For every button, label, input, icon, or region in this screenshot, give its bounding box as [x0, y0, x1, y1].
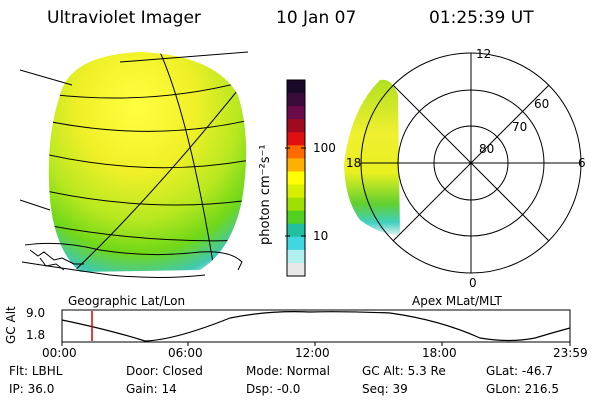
- status-ip: IP: 36.0: [9, 382, 55, 396]
- colorbar-segment: [287, 197, 305, 212]
- colorbar-segment: [287, 262, 305, 277]
- earth-disk: [48, 52, 247, 272]
- status-gain: Gain: 14: [126, 382, 177, 396]
- status-mode: Mode: Normal: [246, 364, 330, 378]
- colorbar-segment: [287, 210, 305, 225]
- altitude-plot-frame: [61, 309, 571, 343]
- lat-label-80: 80: [479, 142, 495, 156]
- colorbar-tick-100: 100: [313, 141, 336, 155]
- colorbar-tick-10: 10: [313, 229, 329, 243]
- colorbar-segment: [287, 184, 305, 199]
- mlt-label-18: 18: [346, 156, 362, 170]
- coast-line: [39, 257, 65, 271]
- altitude-xtick: 23:59: [553, 346, 588, 360]
- altitude-curve: [61, 311, 571, 342]
- status-glon: GLon: 216.5: [486, 382, 559, 396]
- geo-image-panel: [19, 51, 249, 278]
- colorbar-segment: [287, 249, 305, 264]
- status-seq: Seq: 39: [362, 382, 408, 396]
- colorbar-segment: [287, 171, 305, 186]
- polar-panel-label: Apex MLat/MLT: [412, 294, 502, 308]
- altitude-ytick-1_8: 1.8: [26, 328, 46, 342]
- status-gc-alt: GC Alt: 5.3 Re: [362, 364, 446, 378]
- lat-line: [48, 147, 247, 169]
- altitude-xtick: 18:00: [422, 346, 457, 360]
- status-glat: GLat: -46.7: [486, 364, 553, 378]
- lat-line: [48, 184, 247, 206]
- colorbar-segment: [287, 132, 305, 146]
- date-label: 10 Jan 07: [276, 8, 357, 28]
- colorbar-segment: [287, 93, 305, 107]
- colorbar-segment: [287, 119, 305, 133]
- time-label: 01:25:39 UT: [429, 8, 534, 28]
- colorbar-segment: [287, 145, 305, 159]
- lon-line: [19, 199, 51, 211]
- lon-line: [69, 74, 247, 272]
- colorbar-segment: [287, 106, 305, 120]
- altitude-ytick-9: 9.0: [26, 306, 46, 320]
- status-door: Door: Closed: [126, 364, 203, 378]
- mlt-spoke: [392, 84, 550, 242]
- altitude-ylabel: GC Alt: [4, 306, 18, 344]
- altitude-xtick: 06:00: [168, 346, 203, 360]
- geo-panel-label: Geographic Lat/Lon: [68, 294, 186, 308]
- altitude-xtick: 00:00: [42, 346, 77, 360]
- lat-label-60: 60: [534, 97, 550, 111]
- lon-line: [19, 69, 73, 86]
- coast-line: [24, 242, 243, 271]
- colorbar-segment: [287, 158, 305, 173]
- colorbar-frame: [286, 79, 306, 277]
- status-dsp: Dsp: -0.0: [246, 382, 301, 396]
- mlt-label-0: 0: [469, 276, 477, 290]
- coast-line: [29, 249, 84, 265]
- altitude-xtick: 12:00: [295, 346, 330, 360]
- colorbar-segment: [287, 236, 305, 251]
- colorbar-unit-label: photon cm⁻²s⁻¹: [258, 144, 273, 245]
- lon-line: [119, 51, 249, 63]
- colorbar-segment: [287, 80, 305, 94]
- instrument-title: Ultraviolet Imager: [47, 8, 201, 28]
- mlt-label-12: 12: [476, 47, 492, 61]
- status-filter: Flt: LBHL: [9, 364, 63, 378]
- colorbar: [286, 79, 306, 277]
- polar-panel: [344, 52, 582, 274]
- colorbar-ticks: [285, 147, 306, 237]
- altitude-plot: [61, 309, 571, 346]
- colorbar-segment: [287, 223, 305, 238]
- lat-label-70: 70: [512, 120, 528, 134]
- mlt-label-6: 6: [578, 156, 586, 170]
- polar-image: [344, 79, 400, 235]
- lon-line: [159, 52, 216, 272]
